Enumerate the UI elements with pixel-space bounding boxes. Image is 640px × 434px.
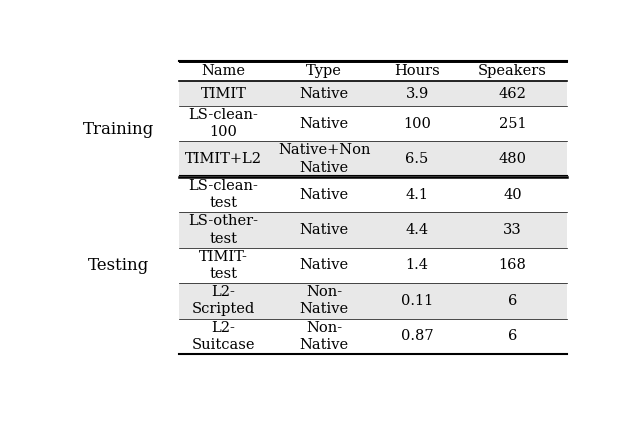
Text: Native: Native [300, 87, 349, 101]
Text: TIMIT: TIMIT [200, 87, 246, 101]
Text: Type: Type [306, 63, 342, 78]
Text: Native+Non
Native: Native+Non Native [278, 144, 371, 175]
Text: 4.4: 4.4 [406, 223, 429, 237]
Text: Native: Native [300, 258, 349, 273]
Text: 168: 168 [499, 258, 526, 273]
Text: LS-clean-
test: LS-clean- test [188, 179, 259, 210]
Text: Training: Training [83, 121, 154, 138]
Text: 40: 40 [503, 187, 522, 201]
Text: Non-
Native: Non- Native [300, 285, 349, 316]
Text: Speakers: Speakers [478, 63, 547, 78]
Text: 462: 462 [499, 87, 526, 101]
Text: Non-
Native: Non- Native [300, 321, 349, 352]
Text: 4.1: 4.1 [406, 187, 429, 201]
Text: TIMIT-
test: TIMIT- test [199, 250, 248, 281]
Text: Native: Native [300, 223, 349, 237]
Text: 6: 6 [508, 329, 517, 343]
Text: Name: Name [202, 63, 245, 78]
Text: 251: 251 [499, 117, 526, 131]
Text: L2-
Scripted: L2- Scripted [192, 285, 255, 316]
Text: TIMIT+L2: TIMIT+L2 [185, 152, 262, 166]
Bar [179, 283, 566, 319]
Text: 33: 33 [503, 223, 522, 237]
Bar [179, 141, 566, 177]
Text: Hours: Hours [394, 63, 440, 78]
Text: Native: Native [300, 117, 349, 131]
Text: 480: 480 [499, 152, 527, 166]
Text: 6: 6 [508, 294, 517, 308]
Text: 0.11: 0.11 [401, 294, 433, 308]
Bar [179, 212, 566, 248]
Text: 1.4: 1.4 [406, 258, 429, 273]
Text: Native: Native [300, 187, 349, 201]
Text: Testing: Testing [88, 257, 149, 274]
Text: 0.87: 0.87 [401, 329, 433, 343]
Text: 6.5: 6.5 [406, 152, 429, 166]
Text: L2-
Suitcase: L2- Suitcase [191, 321, 255, 352]
Bar [179, 81, 566, 106]
Text: LS-other-
test: LS-other- test [188, 214, 259, 246]
Text: 3.9: 3.9 [406, 87, 429, 101]
Text: LS-clean-
100: LS-clean- 100 [188, 108, 259, 139]
Text: 100: 100 [403, 117, 431, 131]
